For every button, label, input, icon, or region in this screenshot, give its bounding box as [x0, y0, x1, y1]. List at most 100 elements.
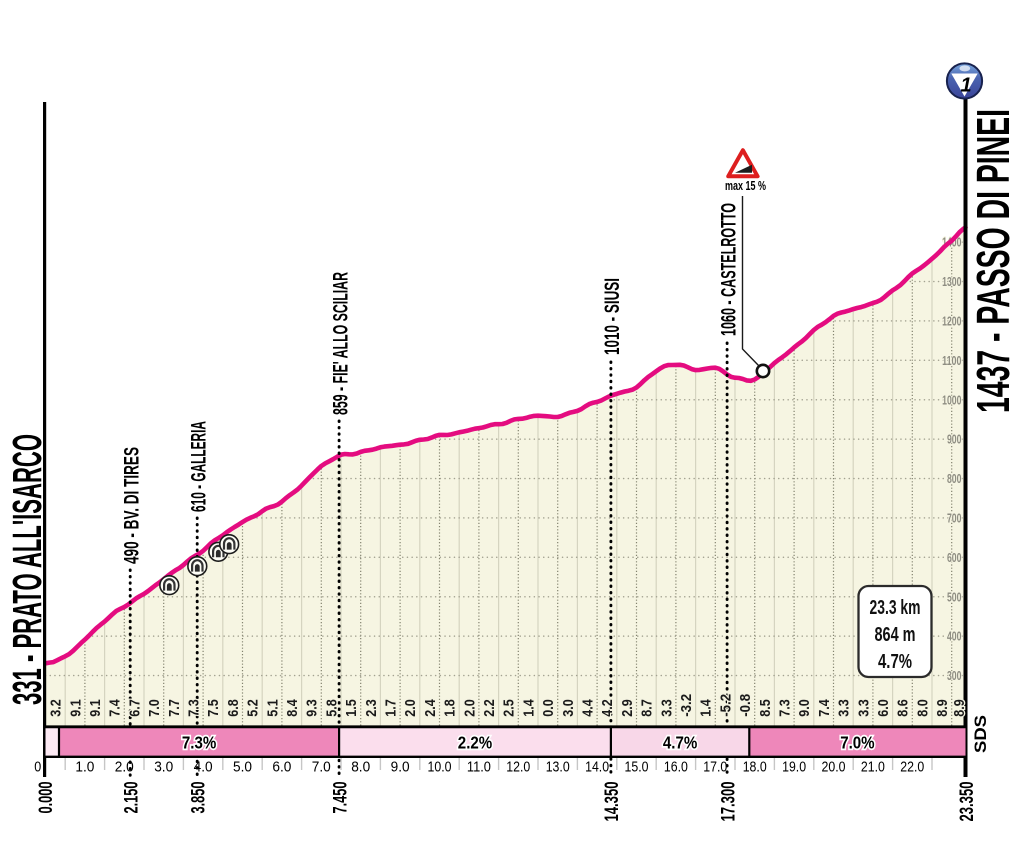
svg-text:3.850: 3.850: [188, 782, 209, 814]
svg-text:12.0: 12.0: [506, 760, 530, 776]
svg-text:7.5: 7.5: [206, 699, 222, 717]
svg-text:2.2: 2.2: [482, 699, 498, 717]
svg-text:14.0: 14.0: [585, 760, 609, 776]
svg-text:7.4: 7.4: [817, 699, 833, 717]
svg-text:21.0: 21.0: [861, 760, 885, 776]
svg-text:610 - GALLERIA: 610 - GALLERIA: [186, 421, 210, 512]
svg-text:14.350: 14.350: [602, 782, 623, 822]
svg-text:3.3: 3.3: [837, 699, 853, 717]
svg-text:600: 600: [947, 550, 962, 565]
svg-text:15.0: 15.0: [625, 760, 649, 776]
svg-text:331 - PRATO ALL'ISARCO: 331 - PRATO ALL'ISARCO: [4, 434, 50, 705]
svg-text:1200: 1200: [942, 314, 961, 329]
svg-text:7.7: 7.7: [167, 699, 183, 717]
svg-text:18.0: 18.0: [743, 760, 767, 776]
svg-text:2.5: 2.5: [502, 699, 518, 717]
svg-text:6.0: 6.0: [272, 760, 291, 776]
svg-text:1.0: 1.0: [75, 760, 94, 776]
svg-text:4.0: 4.0: [194, 760, 213, 776]
svg-text:7.450: 7.450: [330, 782, 351, 814]
svg-text:-5.2: -5.2: [718, 694, 734, 717]
svg-text:800: 800: [947, 471, 962, 486]
svg-text:3.2: 3.2: [49, 699, 65, 717]
svg-text:8.0: 8.0: [351, 760, 370, 776]
svg-text:22.0: 22.0: [900, 760, 924, 776]
svg-text:6.0: 6.0: [876, 699, 892, 717]
svg-text:400: 400: [947, 629, 962, 644]
svg-text:8.0: 8.0: [915, 699, 931, 717]
svg-text:max 15 %: max 15 %: [725, 178, 766, 193]
svg-text:900: 900: [947, 432, 962, 447]
svg-text:3.0: 3.0: [561, 699, 577, 717]
svg-text:3.0: 3.0: [154, 760, 173, 776]
svg-text:2.0: 2.0: [462, 699, 478, 717]
svg-text:-3.2: -3.2: [679, 694, 695, 717]
svg-text:5.1: 5.1: [265, 699, 281, 717]
svg-text:4.7%: 4.7%: [878, 651, 912, 673]
svg-text:1: 1: [960, 75, 971, 97]
svg-text:1.8: 1.8: [443, 699, 459, 717]
svg-text:1.7: 1.7: [384, 699, 400, 717]
svg-text:300: 300: [947, 668, 962, 683]
svg-text:8.9: 8.9: [952, 699, 968, 717]
svg-text:7.0: 7.0: [147, 699, 163, 717]
svg-text:8.9: 8.9: [935, 699, 951, 717]
svg-text:9.0: 9.0: [797, 699, 813, 717]
svg-text:700: 700: [947, 511, 962, 526]
svg-text:5.8: 5.8: [324, 699, 340, 717]
svg-text:1.4: 1.4: [521, 699, 537, 717]
svg-text:9.1: 9.1: [88, 699, 104, 717]
svg-text:8.6: 8.6: [896, 699, 912, 717]
svg-text:11.0: 11.0: [467, 760, 491, 776]
svg-text:19.0: 19.0: [782, 760, 806, 776]
svg-text:864 m: 864 m: [875, 624, 916, 646]
svg-text:10.0: 10.0: [428, 760, 452, 776]
svg-text:8.5: 8.5: [758, 699, 774, 717]
svg-text:8.4: 8.4: [285, 699, 301, 717]
svg-text:6.7: 6.7: [127, 699, 143, 717]
svg-text:1010 - SIUSI: 1010 - SIUSI: [600, 278, 624, 355]
svg-text:2.2%: 2.2%: [458, 733, 493, 753]
svg-text:0.000: 0.000: [36, 782, 57, 814]
svg-text:SDS: SDS: [971, 715, 990, 753]
svg-text:16.0: 16.0: [664, 760, 688, 776]
svg-text:2.0: 2.0: [403, 699, 419, 717]
svg-text:4.7%: 4.7%: [663, 733, 698, 753]
svg-text:5.2: 5.2: [246, 699, 262, 717]
svg-text:20.0: 20.0: [822, 760, 846, 776]
svg-text:2.3: 2.3: [364, 699, 380, 717]
svg-text:1.4: 1.4: [699, 699, 715, 717]
svg-text:7.3%: 7.3%: [182, 733, 217, 753]
svg-text:7.0%: 7.0%: [840, 733, 875, 753]
svg-text:8.7: 8.7: [640, 699, 656, 717]
svg-text:13.0: 13.0: [546, 760, 570, 776]
svg-text:1300: 1300: [942, 274, 961, 289]
svg-text:23.350: 23.350: [957, 782, 978, 822]
svg-text:1060 - CASTELROTTO: 1060 - CASTELROTTO: [716, 203, 740, 336]
svg-text:4.2: 4.2: [600, 699, 616, 717]
svg-text:17.300: 17.300: [718, 782, 739, 822]
svg-text:7.3: 7.3: [778, 699, 794, 717]
svg-text:2.4: 2.4: [423, 699, 439, 717]
svg-text:4.4: 4.4: [581, 699, 597, 717]
svg-text:9.1: 9.1: [68, 699, 84, 717]
svg-text:2.150: 2.150: [121, 782, 142, 814]
svg-text:7.3: 7.3: [187, 699, 203, 717]
svg-text:3.3: 3.3: [856, 699, 872, 717]
svg-text:2.9: 2.9: [620, 699, 636, 717]
svg-text:7.0: 7.0: [312, 760, 331, 776]
svg-text:9.0: 9.0: [391, 760, 410, 776]
svg-text:7.4: 7.4: [108, 699, 124, 717]
svg-text:2.0: 2.0: [115, 760, 134, 776]
svg-text:859 - FIE' ALLO SCILIAR: 859 - FIE' ALLO SCILIAR: [328, 272, 352, 415]
svg-text:1000: 1000: [942, 392, 961, 407]
svg-text:1100: 1100: [942, 353, 961, 368]
svg-text:490 - BV. DI TIRES: 490 - BV. DI TIRES: [119, 447, 143, 564]
svg-text:0: 0: [34, 760, 41, 776]
svg-text:23.3 km: 23.3 km: [870, 597, 921, 619]
svg-text:5.0: 5.0: [233, 760, 252, 776]
svg-text:500: 500: [947, 589, 962, 604]
svg-text:-0.8: -0.8: [738, 694, 754, 717]
svg-text:3.3: 3.3: [659, 699, 675, 717]
svg-text:17.0: 17.0: [703, 760, 727, 776]
